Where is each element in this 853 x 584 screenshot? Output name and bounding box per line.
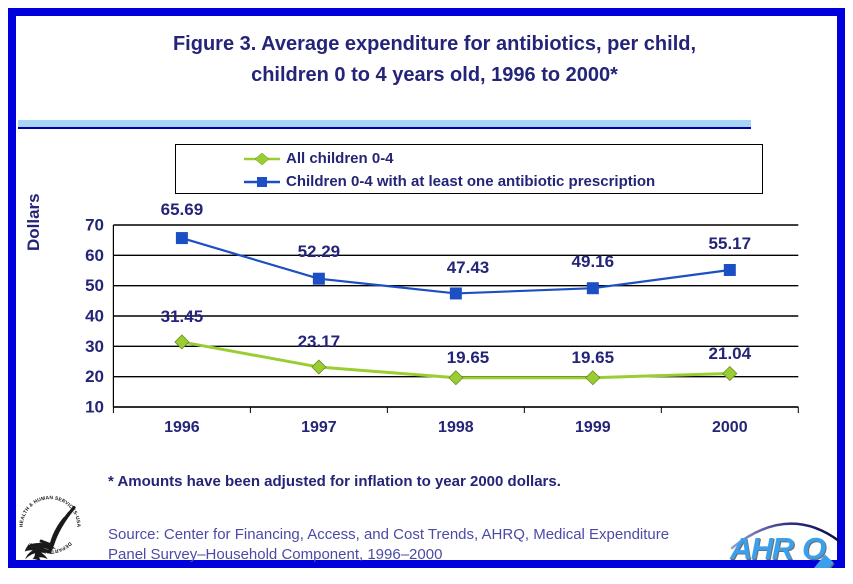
svg-text:40: 40 xyxy=(85,307,104,326)
svg-text:19.65: 19.65 xyxy=(447,348,490,367)
svg-text:10: 10 xyxy=(85,398,104,417)
svg-text:70: 70 xyxy=(85,216,104,235)
svg-text:49.16: 49.16 xyxy=(572,252,615,271)
svg-text:55.17: 55.17 xyxy=(709,234,752,253)
svg-text:1999: 1999 xyxy=(575,419,611,436)
svg-text:2000: 2000 xyxy=(712,419,748,436)
svg-text:23.17: 23.17 xyxy=(298,332,341,351)
svg-text:19.65: 19.65 xyxy=(572,348,615,367)
svg-text:1996: 1996 xyxy=(164,419,200,436)
svg-text:1998: 1998 xyxy=(438,419,474,436)
svg-text:21.04: 21.04 xyxy=(709,344,752,363)
svg-text:30: 30 xyxy=(85,337,104,356)
svg-text:60: 60 xyxy=(85,246,104,265)
svg-text:20: 20 xyxy=(85,367,104,386)
svg-text:1997: 1997 xyxy=(301,419,337,436)
svg-text:65.69: 65.69 xyxy=(161,200,204,219)
svg-text:52.29: 52.29 xyxy=(298,242,341,261)
svg-text:50: 50 xyxy=(85,276,104,295)
svg-text:AHR: AHR xyxy=(729,531,795,566)
svg-text:31.45: 31.45 xyxy=(161,307,204,326)
svg-text:47.43: 47.43 xyxy=(447,258,490,277)
